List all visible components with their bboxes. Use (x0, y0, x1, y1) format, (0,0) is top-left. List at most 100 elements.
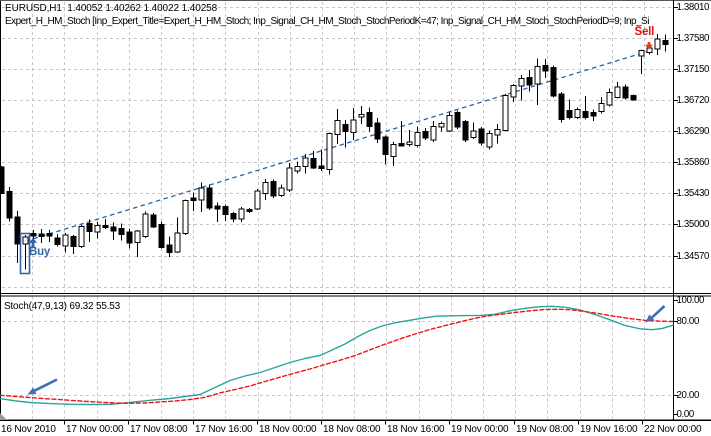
price-axis-label: 1.37580 (676, 33, 710, 44)
candle-body (38, 233, 45, 237)
candle-body (350, 119, 357, 133)
sell-signal-label: Sell (634, 25, 655, 38)
candle-body (102, 224, 109, 229)
candle-body (118, 228, 125, 236)
candle-body (478, 128, 485, 144)
candle-body (318, 165, 325, 169)
candle-body (46, 233, 53, 237)
candle-body (142, 213, 149, 237)
candle-body (526, 77, 533, 86)
buy-highlight-rect (19, 232, 31, 275)
candle-body (278, 187, 285, 196)
ohlc-values: 1.40052 1.40262 1.40022 1.40258 (61, 3, 218, 14)
time-axis-label: 18 Nov 08:00 (323, 423, 381, 435)
note-arrowhead (27, 387, 37, 395)
stoch-main-line (0, 305, 674, 406)
candle-body (78, 225, 85, 248)
sell-arrow-icon (645, 42, 653, 50)
stoch-axis-label: 20.00 (676, 390, 700, 401)
stoch-signal-line (0, 308, 674, 404)
candle-body (0, 166, 5, 195)
candle-body (502, 95, 509, 132)
candle-body (286, 167, 293, 191)
time-axis-label: 17 Nov 08:00 (130, 423, 188, 435)
candle-body (494, 129, 501, 136)
buy-arrow-icon (29, 237, 37, 249)
candle-body (214, 205, 221, 210)
candle-body (638, 50, 645, 57)
candle-body (334, 119, 341, 135)
candle-body (446, 114, 453, 132)
candle-body (574, 108, 581, 119)
candle-body (326, 132, 333, 171)
time-axis-label: 17 Nov 16:00 (195, 423, 253, 435)
candle-body (190, 197, 197, 202)
symbol-period-label: EURUSD,H1 (5, 3, 62, 14)
candle-body (310, 158, 317, 169)
candle-body (14, 216, 21, 245)
note-arrowhead (645, 314, 655, 323)
time-axis-label: 22 Nov 00:00 (644, 423, 702, 435)
candle-body (630, 95, 637, 101)
candle-body (302, 157, 309, 167)
candle-body (182, 200, 189, 235)
candle-body (62, 234, 69, 247)
candle-body (614, 86, 621, 98)
candle-body (30, 233, 37, 237)
candle-body (110, 226, 117, 232)
price-axis-label: 1.34570 (676, 251, 710, 262)
candle-body (422, 131, 429, 139)
time-axis-label: 19 Nov 08:00 (516, 423, 574, 435)
candle-body (382, 136, 389, 156)
candle-body (358, 113, 365, 118)
time-axis-label: 18 Nov 00:00 (259, 423, 317, 435)
candle-body (406, 141, 413, 145)
price-axis-label: 1.38010 (676, 2, 710, 13)
candle-body (534, 66, 541, 85)
candle-body (622, 86, 629, 99)
candle-body (430, 125, 437, 141)
candle-body (414, 131, 421, 146)
indicator-label: Stoch(47,9,13) 69.32 55.53 (4, 301, 121, 312)
candle-body (566, 109, 573, 119)
candle-body (438, 123, 445, 128)
trendline-dashed (25, 49, 653, 242)
expert-parameters-label: Expert_H_HM_Stoch [Inp_Expert_Title=Expe… (5, 16, 649, 27)
candle-body (94, 224, 101, 233)
candle-body (246, 209, 253, 213)
candle-body (662, 39, 669, 46)
price-axis-label: 1.36720 (676, 95, 710, 106)
candle-body (238, 208, 245, 220)
candle-body (166, 244, 173, 254)
candle-body (294, 165, 301, 172)
time-axis-label: 19 Nov 00:00 (451, 423, 509, 435)
chart-title-ohlc: EURUSD,H1 1.40052 1.40262 1.40022 1.4025… (5, 3, 217, 14)
candle-body (590, 112, 597, 117)
scroll-corner-triangle (0, 413, 7, 420)
candle-body (606, 91, 613, 106)
price-axis-label: 1.37150 (676, 64, 710, 75)
candle-body (598, 102, 605, 112)
time-axis-label: 16 Nov 2010 (1, 423, 56, 435)
candle-body (70, 235, 77, 248)
time-axis-label: 18 Nov 16:00 (387, 423, 445, 435)
candle-body (366, 112, 373, 127)
candle-body (374, 122, 381, 140)
candle-body (230, 212, 237, 220)
candle-body (454, 112, 461, 128)
candle-body (126, 231, 133, 244)
candle-body (174, 232, 181, 253)
candle-body (654, 38, 661, 50)
candle-body (462, 120, 469, 141)
candle-body (254, 190, 261, 210)
candle-body (470, 130, 477, 138)
candle-body (86, 223, 93, 232)
candle-body (22, 236, 29, 245)
candle-body (558, 93, 565, 121)
candle-body (206, 187, 213, 209)
candle-body (342, 124, 349, 133)
candle-body (542, 65, 549, 72)
note-arrow (29, 378, 58, 394)
candle-body (510, 85, 517, 98)
